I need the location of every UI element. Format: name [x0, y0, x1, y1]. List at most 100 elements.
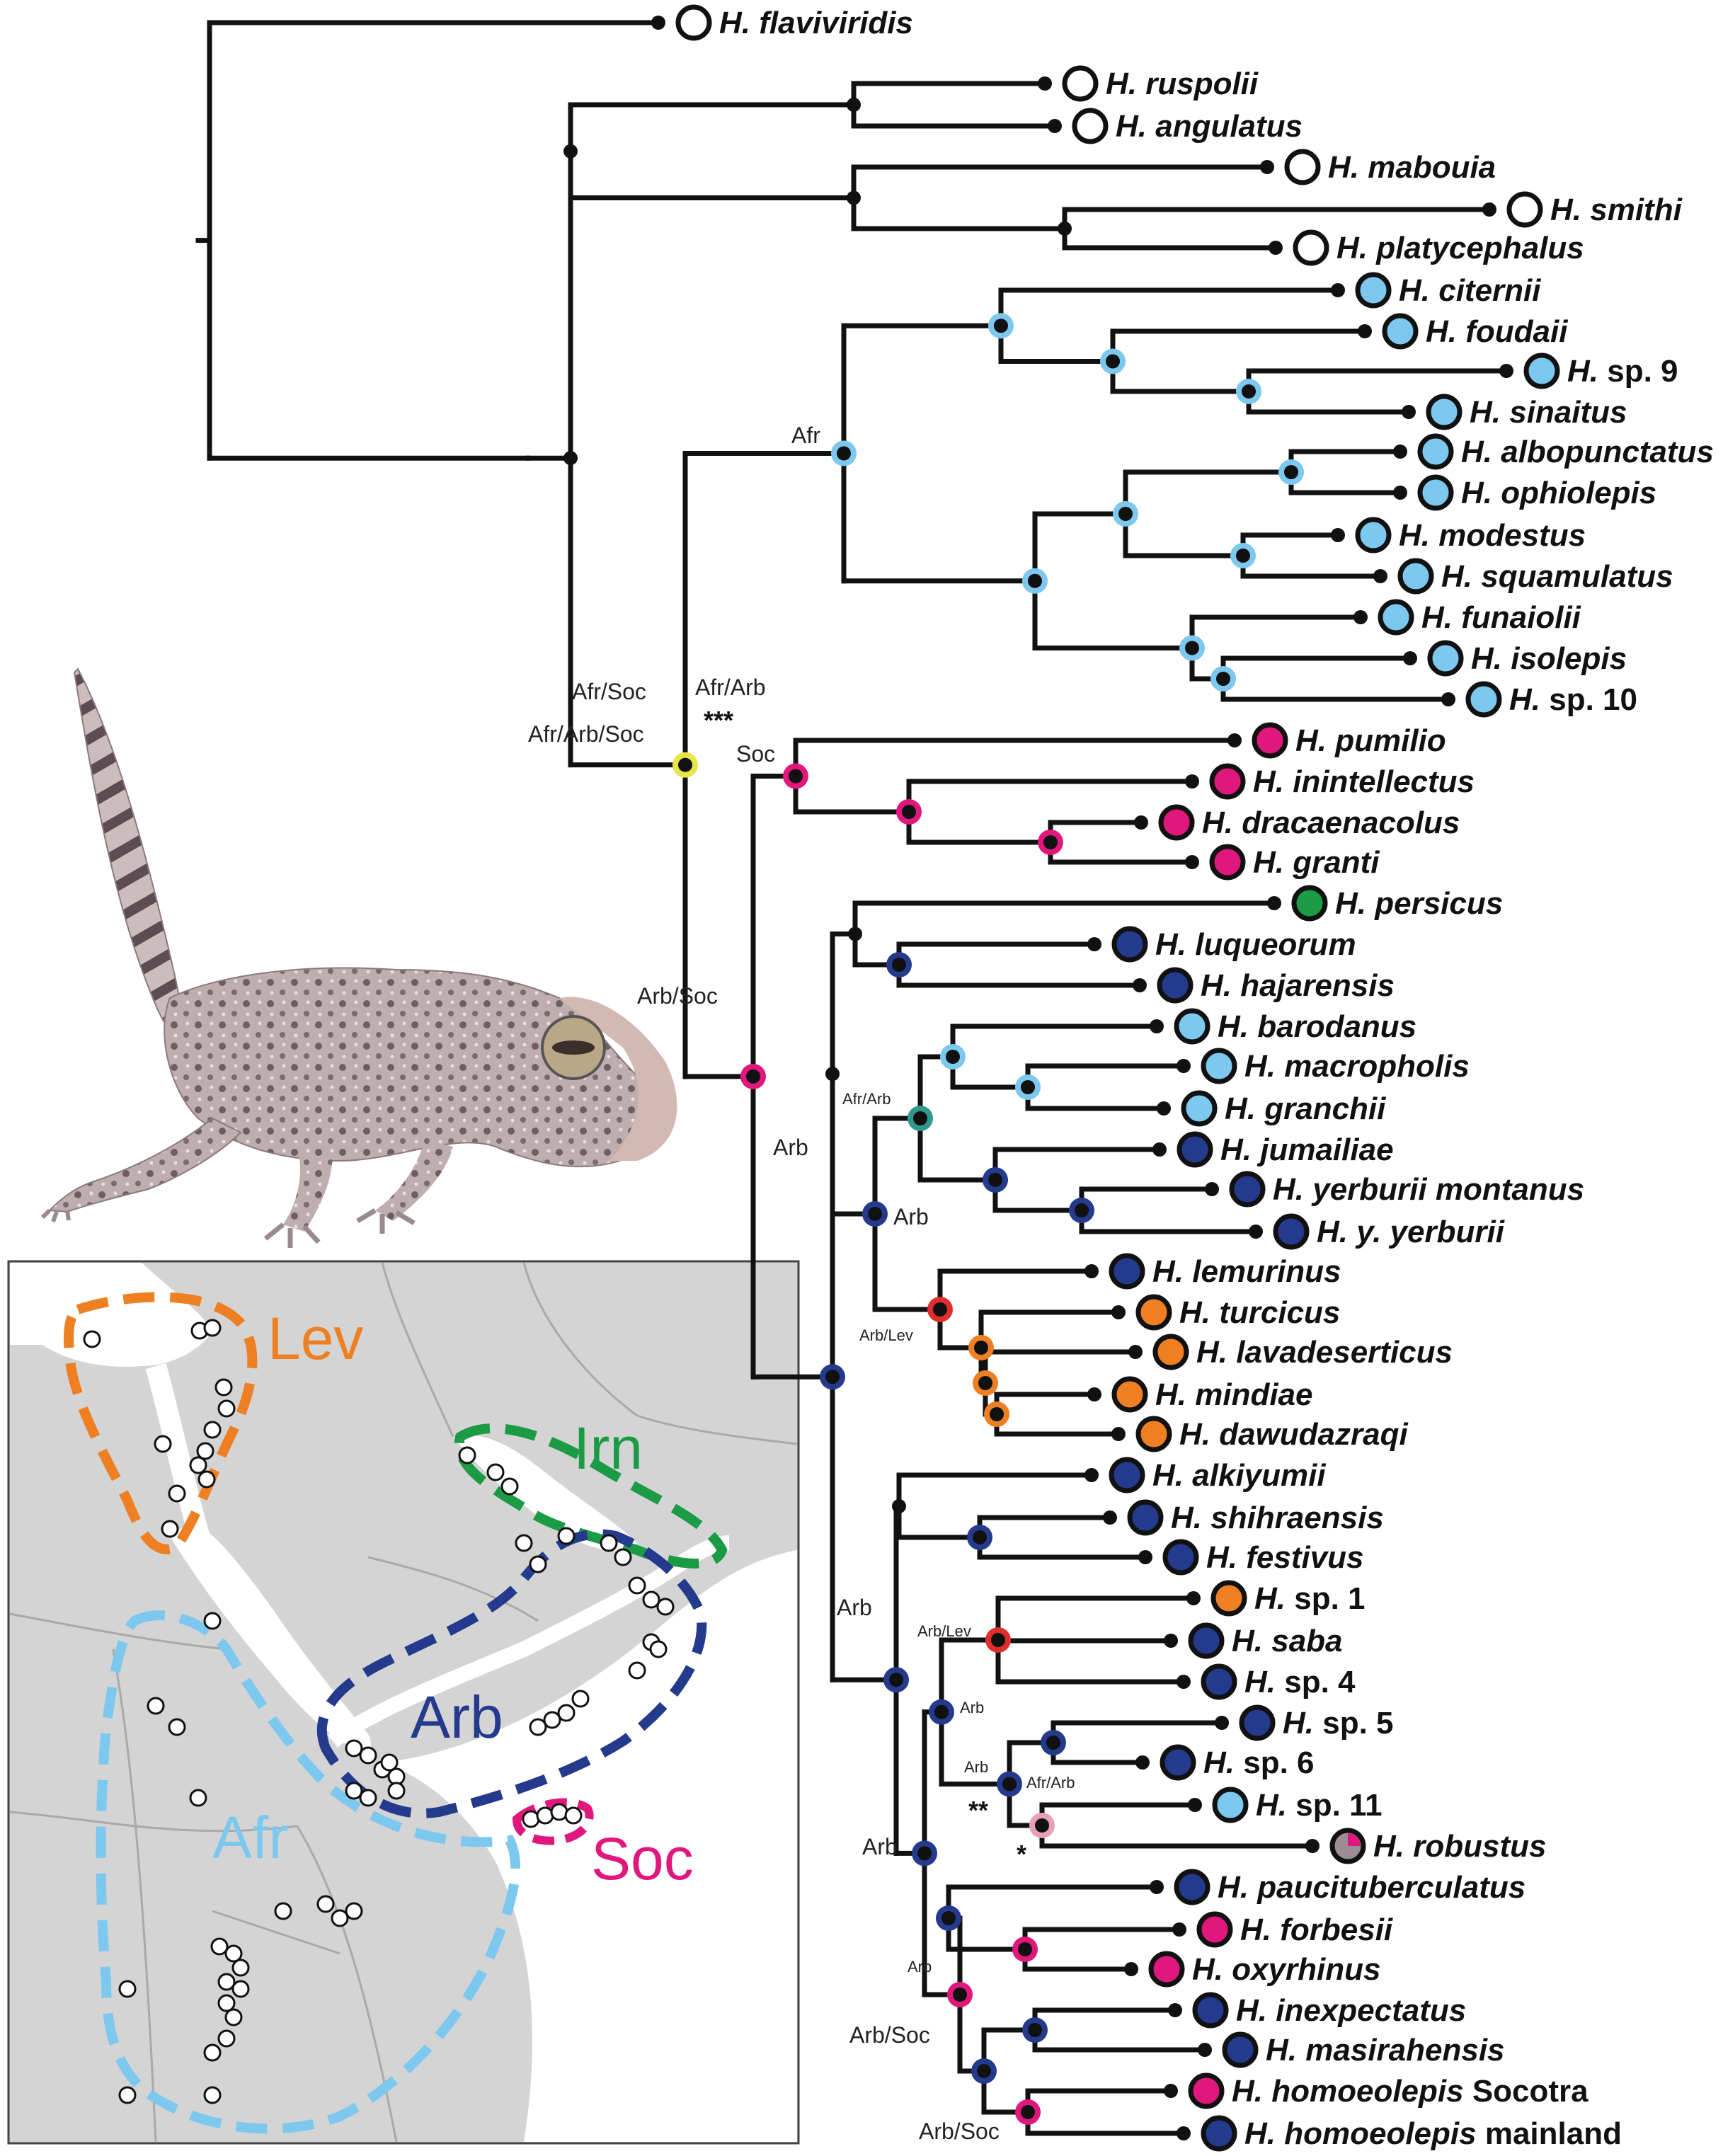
tip-area-circle	[1157, 967, 1193, 1004]
tip-species: turcicus	[1219, 1295, 1340, 1330]
tip-label: H. luqueorum	[1155, 927, 1356, 962]
node-label-afr-soc: Afr/Soc	[572, 679, 646, 704]
node-marker	[994, 319, 1008, 333]
tip-label: H. saba	[1232, 1624, 1343, 1658]
tip-node-marker	[1482, 202, 1496, 217]
tip-genus: H.	[1155, 927, 1195, 962]
tip-label: H. mabouia	[1328, 150, 1496, 185]
tip-label: H. sp. 10	[1509, 682, 1637, 717]
tip-label: H. forbesii	[1240, 1913, 1393, 1947]
tip-label: H. turcicus	[1179, 1295, 1340, 1330]
tip-node-marker	[1260, 160, 1274, 174]
tip-area-circle	[1148, 1951, 1185, 1988]
tip-node-marker	[1177, 1675, 1191, 1689]
tip-node-marker	[1215, 1716, 1229, 1730]
tip-species: homoeolepis	[1271, 2074, 1463, 2109]
locality-point	[217, 1994, 236, 2012]
tip-label: H. foudaii	[1426, 314, 1568, 349]
tip-area-circle	[1229, 1171, 1266, 1208]
locality-point	[536, 1806, 554, 1825]
tip-node-marker	[1227, 733, 1242, 747]
tip-area-circle	[1209, 844, 1246, 881]
tip-genus: H.	[1116, 109, 1155, 144]
tip-label: H. oxyrhinus	[1192, 1952, 1381, 1987]
tip-label: H. granchii	[1225, 1091, 1386, 1126]
gecko-illustration	[40, 667, 677, 1248]
tip-label: H. sp. 5	[1283, 1706, 1394, 1741]
tip-node-marker	[1267, 896, 1281, 910]
node-marker	[1106, 354, 1120, 369]
tip-area-circle	[1158, 804, 1195, 841]
tip-genus: H.	[1550, 193, 1590, 227]
tip-node-marker	[1087, 1387, 1101, 1401]
tip-genus: H.	[1253, 764, 1293, 799]
tip-species: dawudazraqi	[1219, 1417, 1408, 1452]
tip-genus: H.	[1373, 1829, 1413, 1864]
tip-genus: H.	[1471, 641, 1511, 676]
node-marker	[991, 1633, 1005, 1647]
tip-genus: H.	[1509, 682, 1549, 717]
tip-node-marker	[1353, 610, 1368, 624]
tip-genus: H.	[1152, 1458, 1192, 1493]
tip-label: H. funaiolii	[1421, 600, 1581, 635]
tip-node-marker	[1403, 651, 1417, 665]
tip-species: funaiolii	[1461, 600, 1581, 635]
locality-point	[529, 1555, 547, 1573]
tip-species: citernii	[1438, 273, 1541, 308]
tip-node-marker	[1164, 1634, 1178, 1648]
persian-gulf	[453, 1435, 637, 1551]
locality-point	[217, 1973, 236, 1991]
tip-species: sp. 10	[1549, 682, 1637, 717]
tip-node-marker	[1128, 1345, 1143, 1359]
locality-point	[161, 1520, 179, 1538]
tip-label: H. sp. 1	[1254, 1581, 1366, 1616]
node-label-afr-arb-soc: Afr/Arb/Soc	[528, 721, 644, 747]
region-label-lev: Lev	[268, 1305, 363, 1372]
node-marker	[1058, 222, 1072, 236]
tip-node-marker	[1133, 978, 1147, 992]
node-label-triple-star: ***	[704, 706, 733, 735]
tree-nodes	[563, 16, 1513, 2140]
node-marker	[847, 190, 861, 205]
tip-area-circle	[1109, 1457, 1145, 1493]
tip-node-marker	[1331, 283, 1345, 297]
tip-species: shihraensis	[1210, 1501, 1384, 1535]
tip-label: H. shihraensis	[1171, 1501, 1384, 1535]
tip-species: sp. 5	[1322, 1706, 1393, 1741]
tip-genus: H.	[1567, 354, 1607, 389]
tip-genus: H.	[1192, 1952, 1232, 1987]
tip-area-circle	[1252, 722, 1288, 759]
tip-area-circle	[1273, 1213, 1310, 1250]
tip-area-circle	[1212, 1787, 1249, 1823]
tip-node-marker	[1177, 1059, 1191, 1073]
tip-genus: H.	[1155, 1377, 1195, 1412]
tip-area-circle	[1378, 599, 1414, 636]
node-label-afr: Afr	[791, 423, 820, 448]
tip-species: festivus	[1246, 1540, 1363, 1575]
node-marker	[913, 1111, 927, 1125]
tip-node-marker	[1103, 1510, 1117, 1525]
tip-node-marker	[1198, 2043, 1212, 2057]
node-marker	[973, 1530, 987, 1544]
tip-species: homoeolepis	[1284, 2116, 1476, 2151]
node-marker	[988, 1173, 1002, 1187]
tip-species: foudaii	[1465, 314, 1568, 349]
tip-genus: H.	[1179, 1295, 1219, 1330]
region-label-afr: Afr	[212, 1804, 288, 1871]
region-label-irn: Irn	[573, 1415, 643, 1481]
tip-label: H. lavadeserticus	[1196, 1335, 1453, 1370]
tip-species: sp. 9	[1607, 354, 1678, 389]
node-label-arb-4: Arb	[960, 1699, 984, 1716]
tip-species: ruspolii	[1145, 67, 1259, 101]
tip-species: oxyrhinus	[1232, 1952, 1380, 1987]
node-marker	[1028, 573, 1042, 588]
node-label-afr-arb-2: Afr/Arb	[842, 1090, 891, 1108]
node-marker	[1185, 641, 1199, 655]
node-marker	[978, 1376, 992, 1390]
tip-genus: H.	[1273, 1172, 1312, 1207]
locality-point	[168, 1484, 186, 1503]
tip-species: platycephalus	[1375, 231, 1584, 265]
tip-label: H. dawudazraqi	[1179, 1417, 1409, 1452]
locality-point	[500, 1477, 519, 1496]
tip-label: H. inintellectus	[1253, 764, 1475, 799]
